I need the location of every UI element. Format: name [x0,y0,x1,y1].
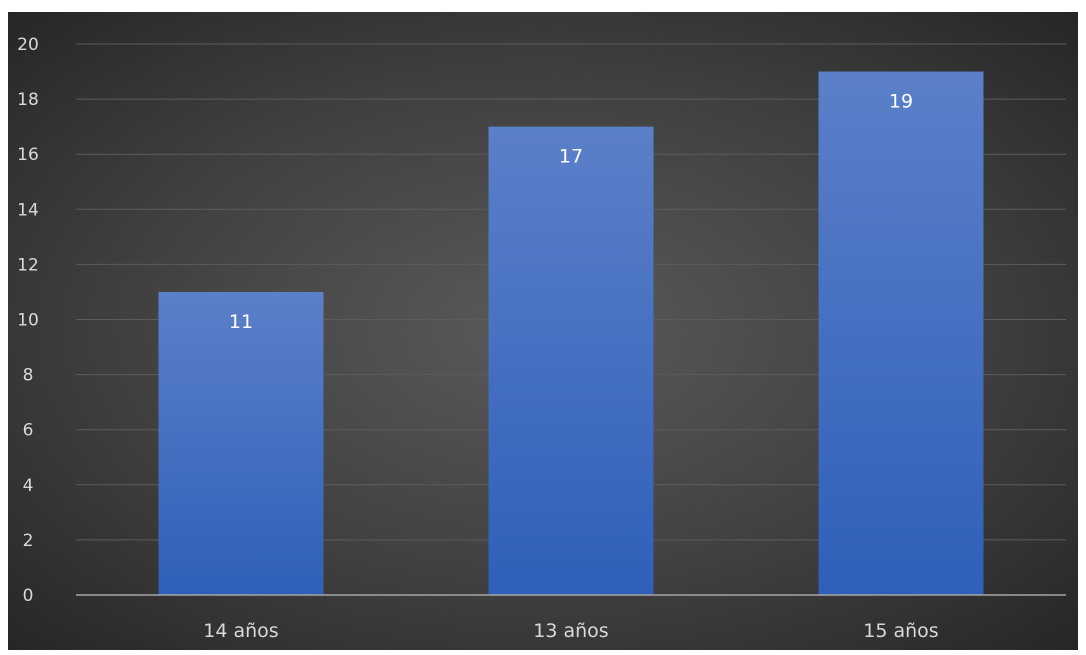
data-label: 17 [559,146,583,168]
y-tick-label: 20 [17,35,39,55]
x-tick-label: 13 años [533,620,608,642]
y-tick-label: 2 [23,531,34,551]
y-axis-tick-labels: 0 2 4 6 8 10 12 14 16 18 20 [17,35,39,606]
y-tick-label: 16 [17,145,39,165]
y-tick-label: 12 [17,255,39,275]
data-labels: 11 17 19 [229,91,913,333]
chart-area: 0 2 4 6 8 10 12 14 16 18 20 14 años 13 años 15 años … [8,12,1078,650]
data-label: 11 [229,311,253,333]
y-tick-label: 14 [17,200,39,220]
bar [488,126,654,596]
y-tick-label: 8 [23,366,34,386]
x-tick-label: 14 años [203,620,278,642]
x-axis-tick-labels: 14 años 13 años 15 años [203,620,938,642]
bars [158,71,984,596]
x-tick-label: 15 años [863,620,938,642]
y-tick-label: 4 [23,476,34,496]
y-tick-label: 0 [23,586,34,606]
bar [158,291,324,595]
bar [818,71,984,596]
y-tick-label: 6 [23,421,34,441]
y-tick-label: 10 [17,311,39,331]
y-tick-label: 18 [17,90,39,110]
data-label: 19 [889,91,913,113]
